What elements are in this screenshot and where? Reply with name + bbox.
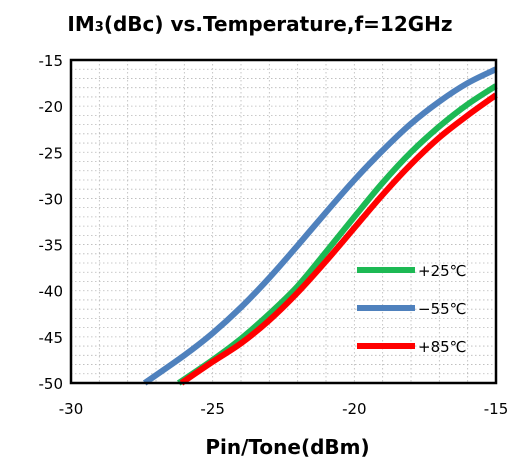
series-lines — [142, 66, 498, 386]
title-suffix: (dBc) vs.Temperature,f=12GHz — [103, 12, 453, 36]
y-tick-label: -30 — [39, 190, 64, 208]
series-line-1 — [142, 66, 498, 386]
y-tick-label: -50 — [39, 375, 64, 393]
plot-frame — [69, 58, 498, 385]
y-tick-labels: -15 -20 -25 -30 -35 -40 -45 -50 — [39, 52, 64, 393]
legend-label: +25℃ — [418, 262, 467, 280]
y-tick-label: -25 — [39, 144, 64, 162]
x-tick-label: -30 — [59, 400, 84, 418]
series-line-2 — [179, 92, 498, 386]
legend-label: −55℃ — [418, 300, 467, 318]
x-tick-label: -15 — [484, 400, 509, 418]
y-tick-label: -45 — [39, 329, 64, 347]
y-tick-label: -15 — [39, 52, 64, 70]
title-subscript: 3 — [94, 20, 104, 35]
series-line-0 — [176, 83, 498, 386]
y-tick-label: -35 — [39, 237, 64, 255]
chart-title: IM3(dBc) vs.Temperature,f=12GHz — [0, 12, 520, 36]
x-tick-label: -20 — [342, 400, 367, 418]
legend: +25℃ −55℃ +85℃ — [357, 262, 467, 356]
legend-label: +85℃ — [418, 338, 467, 356]
x-tick-label: -25 — [200, 400, 225, 418]
title-prefix: IM — [67, 12, 95, 36]
x-axis-label: Pin/Tone(dBm) — [205, 435, 369, 459]
y-tick-label: -20 — [39, 98, 64, 116]
y-tick-label: -40 — [39, 283, 64, 301]
x-tick-labels: -30 -25 -20 -15 — [59, 400, 509, 418]
